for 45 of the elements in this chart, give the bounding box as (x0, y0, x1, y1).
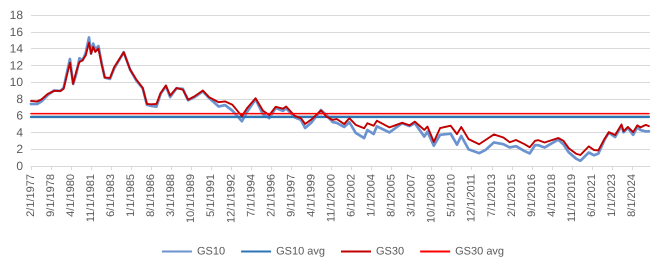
x-tick-label: 11/1/2019 (566, 174, 578, 222)
y-tick-label: 14 (10, 42, 24, 56)
x-tick-label: 2/1/2015 (506, 174, 518, 217)
y-tick-label: 10 (10, 75, 24, 90)
x-tick-label: 8/1/2024 (626, 174, 638, 217)
x-tick-label: 11/1/2000 (326, 174, 338, 222)
x-tick-label: 2/1/1996 (265, 174, 278, 217)
y-tick-label: 4 (16, 125, 24, 140)
legend-label: GS10 avg (276, 246, 325, 258)
x-tick-label: 1/1/2023 (606, 174, 618, 217)
y-tick-label: 12 (10, 58, 24, 72)
x-tick-label: 7/1/2013 (486, 174, 498, 217)
x-tick-label: 4/1/1999 (305, 174, 318, 217)
x-tick-label: 6/1/1983 (105, 174, 118, 217)
y-tick-label: 6 (16, 108, 24, 123)
x-tick-label: 10/1/2008 (426, 174, 438, 223)
x-tick-label: 9/1/1978 (44, 174, 57, 217)
y-tick-label: 0 (16, 159, 24, 173)
y-tick-label: 8 (16, 92, 24, 106)
x-tick-label: 4/1/2018 (546, 174, 558, 217)
legend-label: GS10 (196, 246, 226, 258)
x-tick-label: 2/1/1977 (25, 174, 37, 217)
x-tick-label: 11/1/1981 (85, 174, 98, 222)
x-tick-label: 3/1/1988 (165, 174, 178, 217)
x-tick-label: 5/1/2010 (446, 174, 458, 217)
x-tick-label: 3/1/2007 (406, 174, 418, 217)
x-tick-label: 8/1/1986 (145, 174, 158, 217)
x-tick-label: 7/1/1994 (245, 174, 258, 217)
y-tick-label: 16 (10, 24, 24, 39)
legend-label: GS30 avg (455, 246, 504, 258)
x-tick-label: 6/1/2021 (586, 174, 598, 217)
x-tick-label: 5/1/1991 (205, 174, 218, 217)
y-tick-label: 18 (10, 8, 24, 22)
x-tick-label: 6/1/2002 (346, 174, 358, 217)
x-tick-label: 1/1/1985 (125, 174, 138, 217)
x-tick-label: 9/1/2016 (526, 174, 538, 217)
x-tick-label: 10/1/1989 (185, 174, 198, 223)
x-tick-label: 4/1/1980 (65, 174, 78, 217)
y-tick-label: 2 (16, 142, 24, 156)
x-tick-label: 8/1/2005 (386, 174, 398, 217)
x-tick-label: 1/1/2004 (366, 174, 378, 217)
legend-label: GS30 (376, 246, 404, 258)
x-tick-label: 12/1/1992 (225, 174, 238, 223)
x-tick-label: 9/1/1997 (285, 174, 298, 217)
x-tick-label: 12/1/2011 (466, 174, 478, 222)
